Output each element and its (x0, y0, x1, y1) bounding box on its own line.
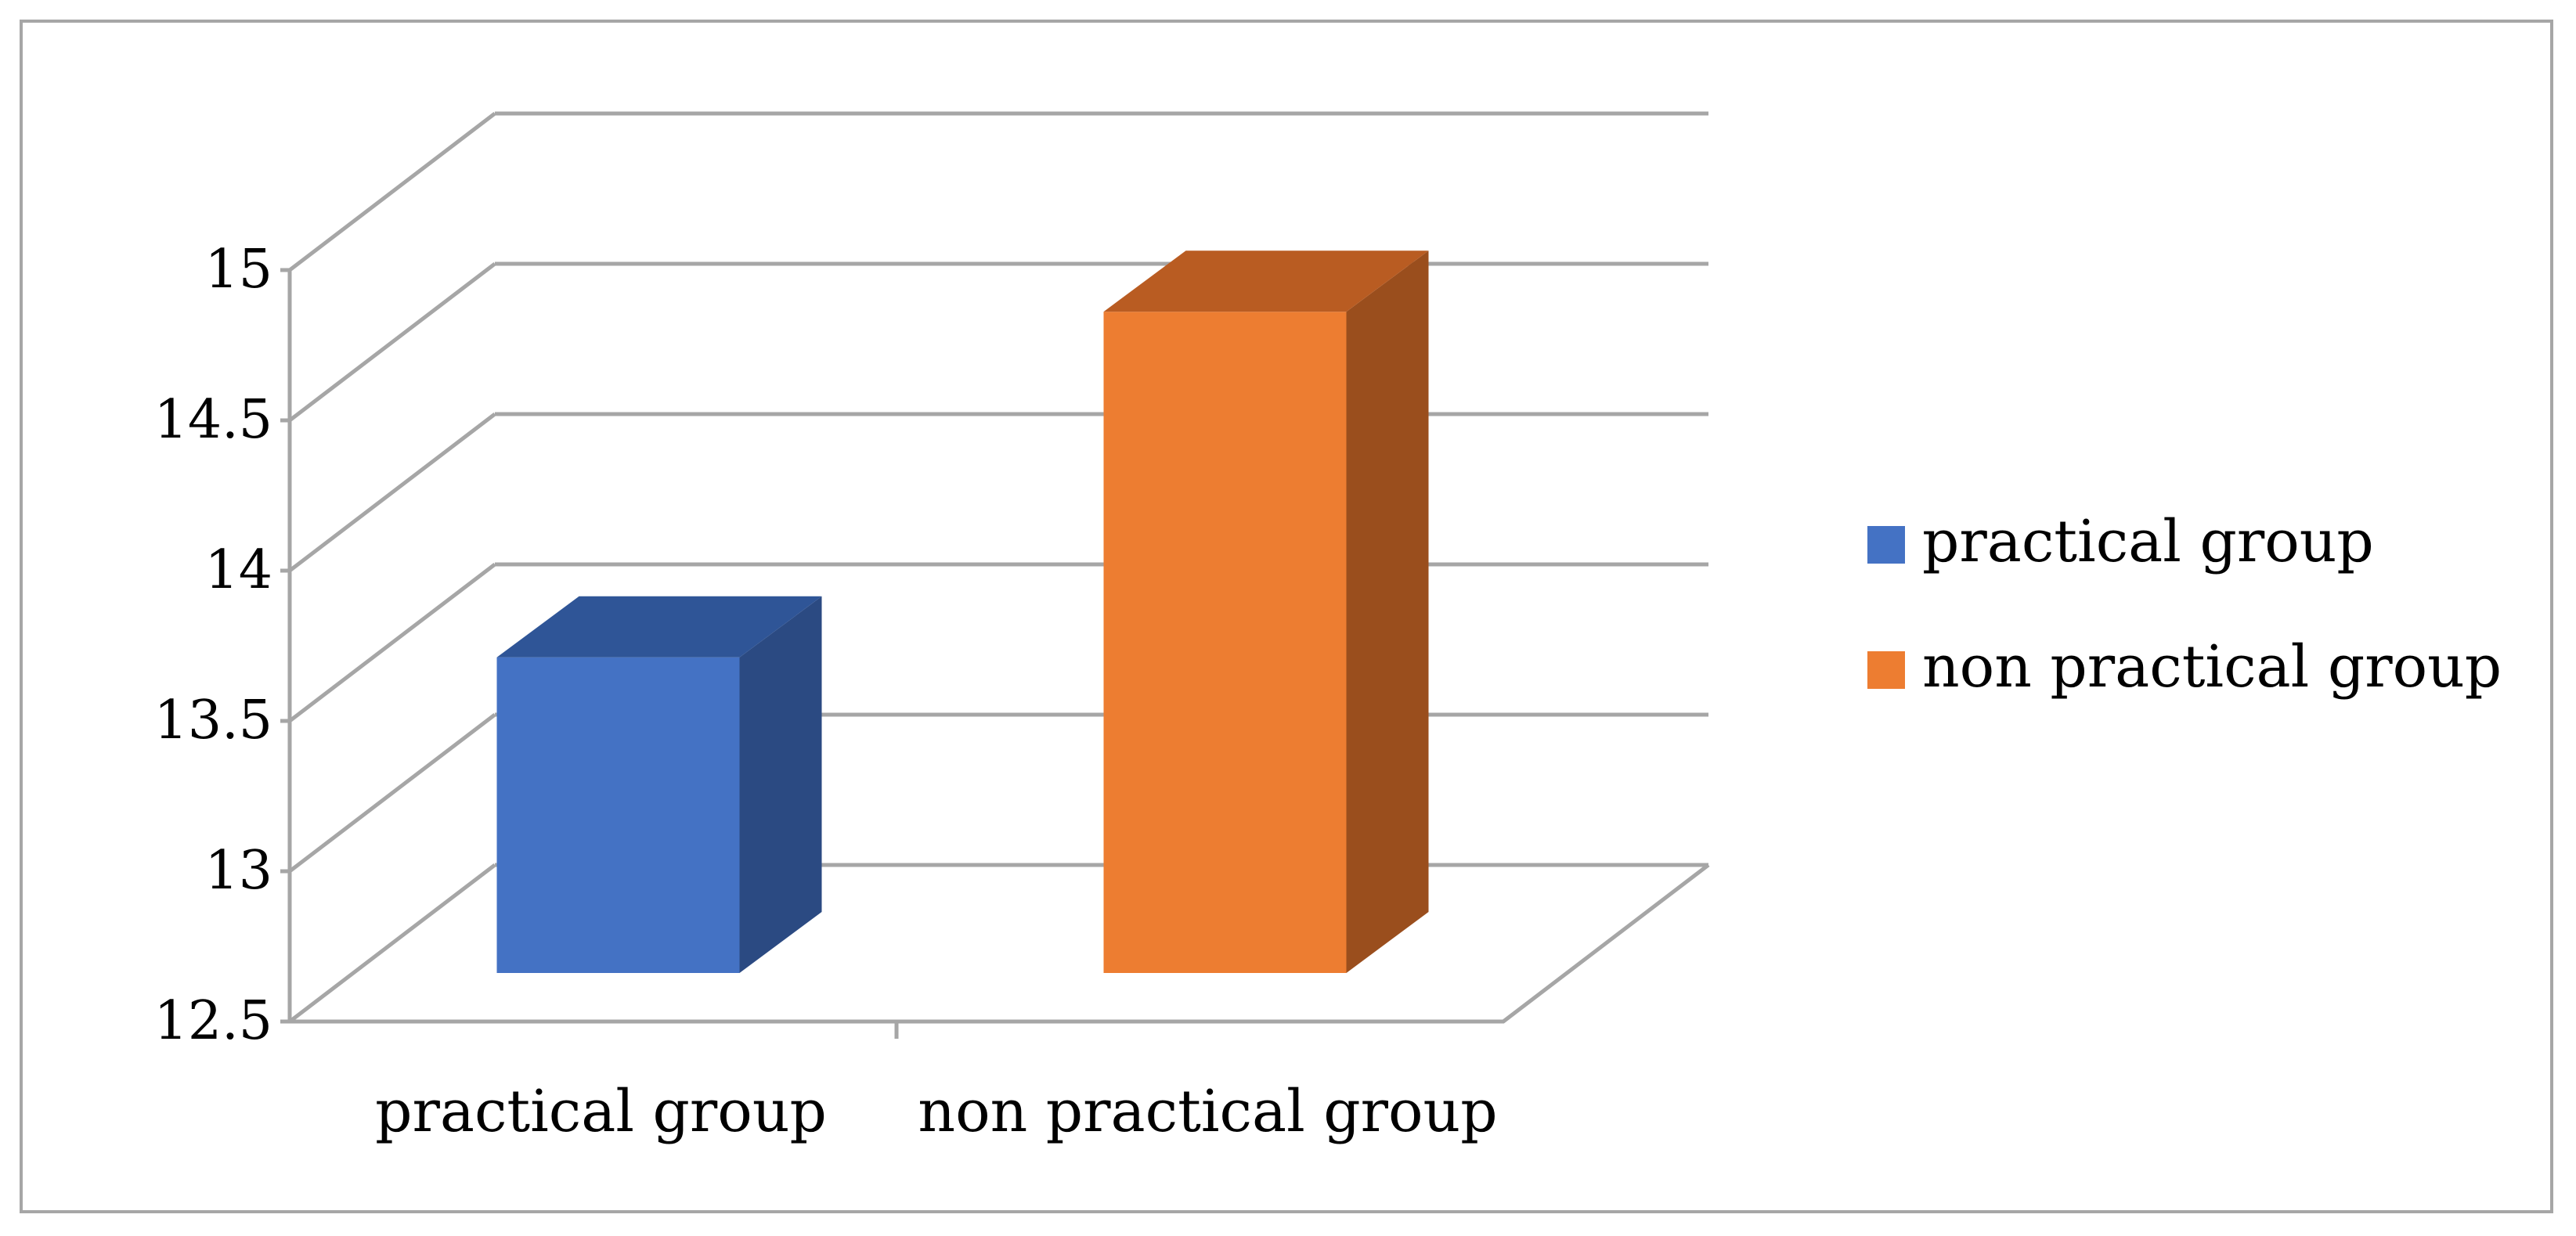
y-tick-label: 12.5 (154, 990, 272, 1052)
bar-front-face (496, 657, 740, 973)
side-gridline (288, 713, 496, 873)
side-gridline (288, 863, 496, 1023)
bar-top-face (1103, 250, 1429, 312)
side-gridline (288, 112, 496, 272)
y-tick-label: 15 (204, 239, 272, 301)
legend-label: practical group (1922, 508, 2374, 575)
bar (1103, 250, 1429, 973)
side-gridline (288, 262, 496, 422)
bar-side-face (739, 596, 822, 973)
legend-label: non practical group (1922, 633, 2502, 701)
x-tick-label: non practical group (918, 1078, 1497, 1145)
y-tick-label: 13.5 (154, 690, 272, 751)
legend-swatch (1867, 526, 1905, 564)
y-tick-label: 14.5 (154, 389, 272, 451)
y-tick-label: 13 (204, 840, 272, 902)
side-gridline (288, 413, 496, 572)
bar (496, 596, 822, 973)
bars (496, 250, 1429, 973)
bar-top-face (496, 596, 822, 658)
axes: 12.5 13 13.5 14 14.5 15 practical group non pra… (154, 239, 1710, 1145)
legend: practical group non practical group (1867, 508, 2502, 701)
bar-front-face (1103, 312, 1347, 973)
legend-swatch (1867, 651, 1905, 689)
y-tick-label: 14 (204, 539, 272, 601)
x-tick-label: practical group (375, 1078, 827, 1145)
floor-outline (290, 863, 1710, 1024)
bar-side-face (1346, 250, 1429, 973)
side-gridline (288, 563, 496, 723)
